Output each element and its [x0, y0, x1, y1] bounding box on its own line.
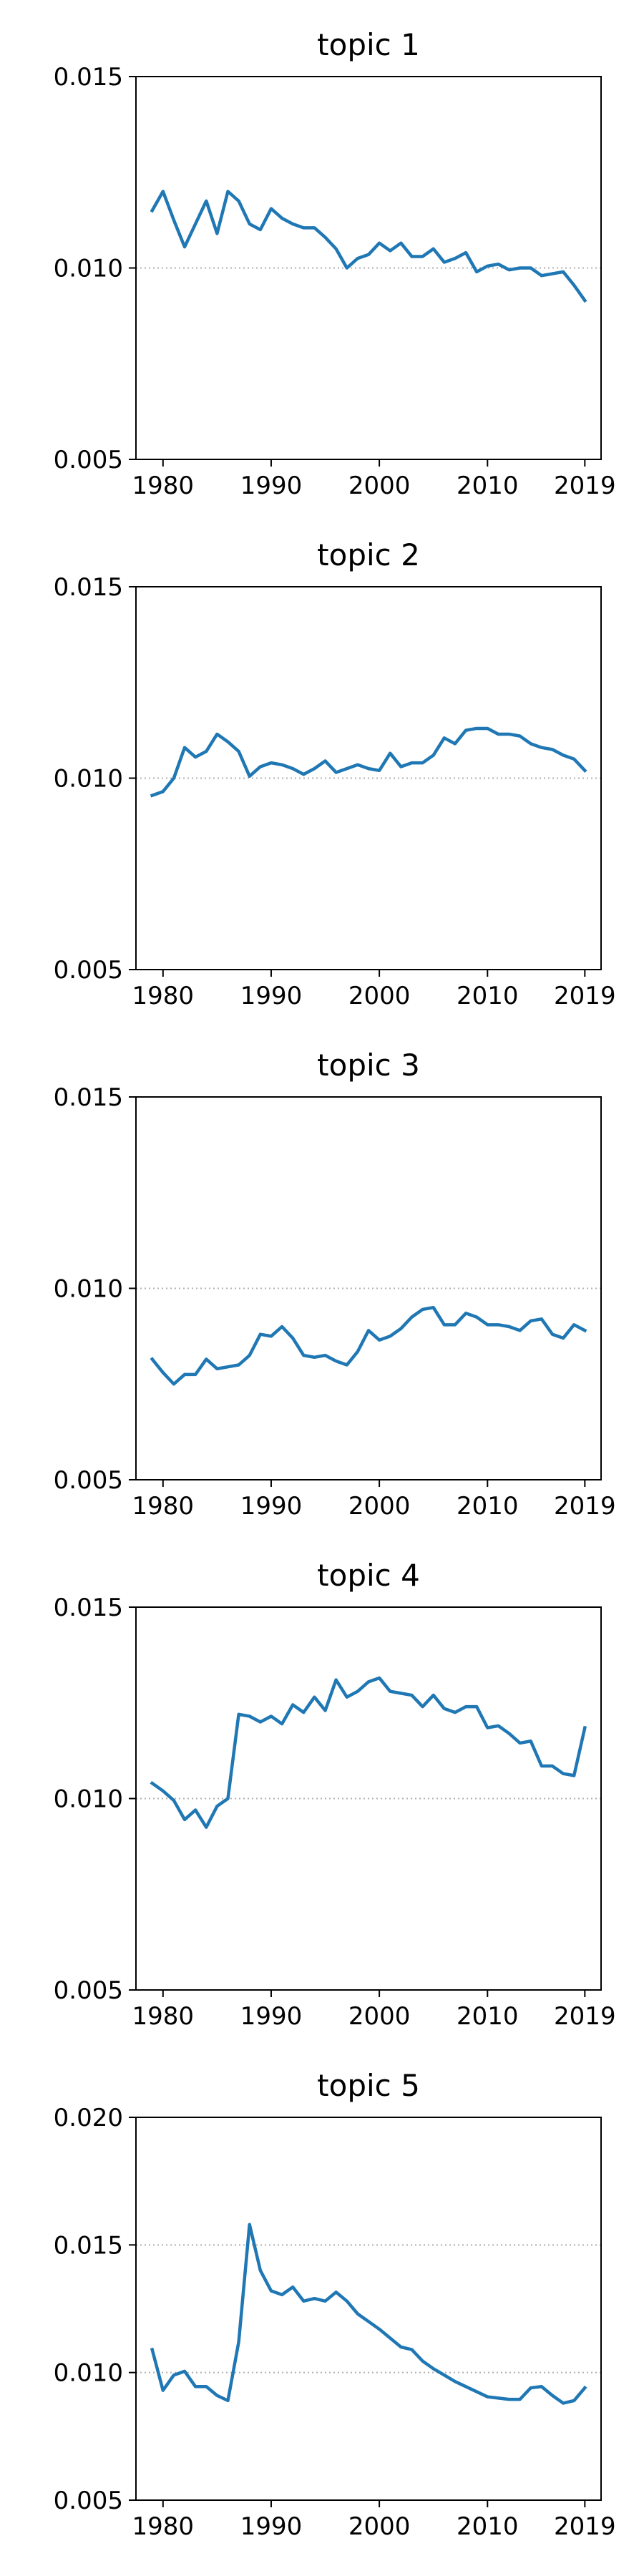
chart-title: topic 4	[317, 1558, 420, 1593]
y-tick-label: 0.015	[54, 63, 123, 92]
series-line	[150, 726, 587, 798]
chart-title: topic 1	[317, 27, 420, 62]
y-tick-label: 0.015	[54, 2231, 123, 2260]
x-tick-label: 1980	[132, 472, 195, 500]
plot-frame	[135, 2117, 602, 2501]
y-tick-label: 0.005	[54, 956, 123, 985]
x-tick-label: 1980	[132, 1492, 195, 1521]
chart-title: topic 3	[317, 1048, 420, 1083]
chart-panel-1: topic 1 0.005 0.010 0.015 1980 1990 2000 2010 20…	[54, 27, 616, 500]
y-tick-label: 0.010	[54, 255, 123, 283]
series-line	[150, 2223, 587, 2405]
x-tick-label: 1990	[240, 2512, 303, 2541]
x-tick-label: 2010	[457, 472, 519, 500]
chart-panel-3: topic 3 0.005 0.010 0.015 1980 1990 2000 2010 20…	[54, 1048, 616, 1521]
y-tick-label: 0.010	[54, 765, 123, 794]
y-tick-label: 0.015	[54, 573, 123, 602]
y-tick-label: 0.010	[54, 1275, 123, 1304]
x-tick-label: 2000	[348, 982, 411, 1010]
x-tick-label: 2000	[348, 2512, 411, 2541]
x-tick-label: 1990	[240, 982, 303, 1010]
y-tick-label: 0.005	[54, 446, 123, 474]
series-line	[150, 1676, 587, 1829]
series-line	[150, 1306, 587, 1386]
x-tick-label: 2010	[457, 2512, 519, 2541]
y-tick-label: 0.020	[54, 2104, 123, 2132]
x-tick-label: 2019	[554, 2512, 616, 2541]
y-tick-label: 0.005	[54, 2487, 123, 2515]
y-tick-label: 0.010	[54, 2359, 123, 2388]
x-tick-label: 2010	[457, 982, 519, 1010]
x-tick-label: 1990	[240, 1492, 303, 1521]
y-tick-label: 0.005	[54, 1976, 123, 2005]
series-line	[150, 190, 587, 303]
chart-panel-4: topic 4 0.005 0.010 0.015 1980 1990 2000 2010 20…	[54, 1558, 616, 2031]
x-tick-label: 1990	[240, 472, 303, 500]
x-tick-label: 2000	[348, 2002, 411, 2031]
chart-title: topic 2	[317, 537, 420, 572]
chart-panel-2: topic 2 0.005 0.010 0.015 1980 1990 2000 2010 20…	[54, 537, 616, 1010]
x-tick-label: 1980	[132, 2512, 195, 2541]
y-tick-label: 0.015	[54, 1083, 123, 1112]
x-tick-label: 2019	[554, 982, 616, 1010]
y-tick-label: 0.005	[54, 1466, 123, 1495]
x-tick-label: 2019	[554, 472, 616, 500]
x-tick-label: 2000	[348, 1492, 411, 1521]
x-tick-label: 2019	[554, 1492, 616, 1521]
x-tick-label: 2019	[554, 2002, 616, 2031]
y-tick-label: 0.010	[54, 1785, 123, 1814]
chart-panel-5: topic 5 0.005 0.010 0.015 0.020 1980 1990 2000 2…	[54, 2068, 616, 2541]
x-tick-label: 2010	[457, 2002, 519, 2031]
chart-title: topic 5	[317, 2068, 420, 2103]
x-tick-label: 2000	[348, 472, 411, 500]
x-tick-label: 1980	[132, 982, 195, 1010]
x-tick-label: 1980	[132, 2002, 195, 2031]
y-tick-label: 0.015	[54, 1594, 123, 1622]
x-tick-label: 2010	[457, 1492, 519, 1521]
x-tick-label: 1990	[240, 2002, 303, 2031]
